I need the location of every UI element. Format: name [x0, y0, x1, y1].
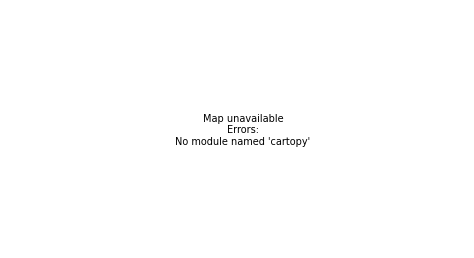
Text: Map unavailable
Errors:
No module named 'cartopy': Map unavailable Errors: No module named … [175, 114, 310, 147]
